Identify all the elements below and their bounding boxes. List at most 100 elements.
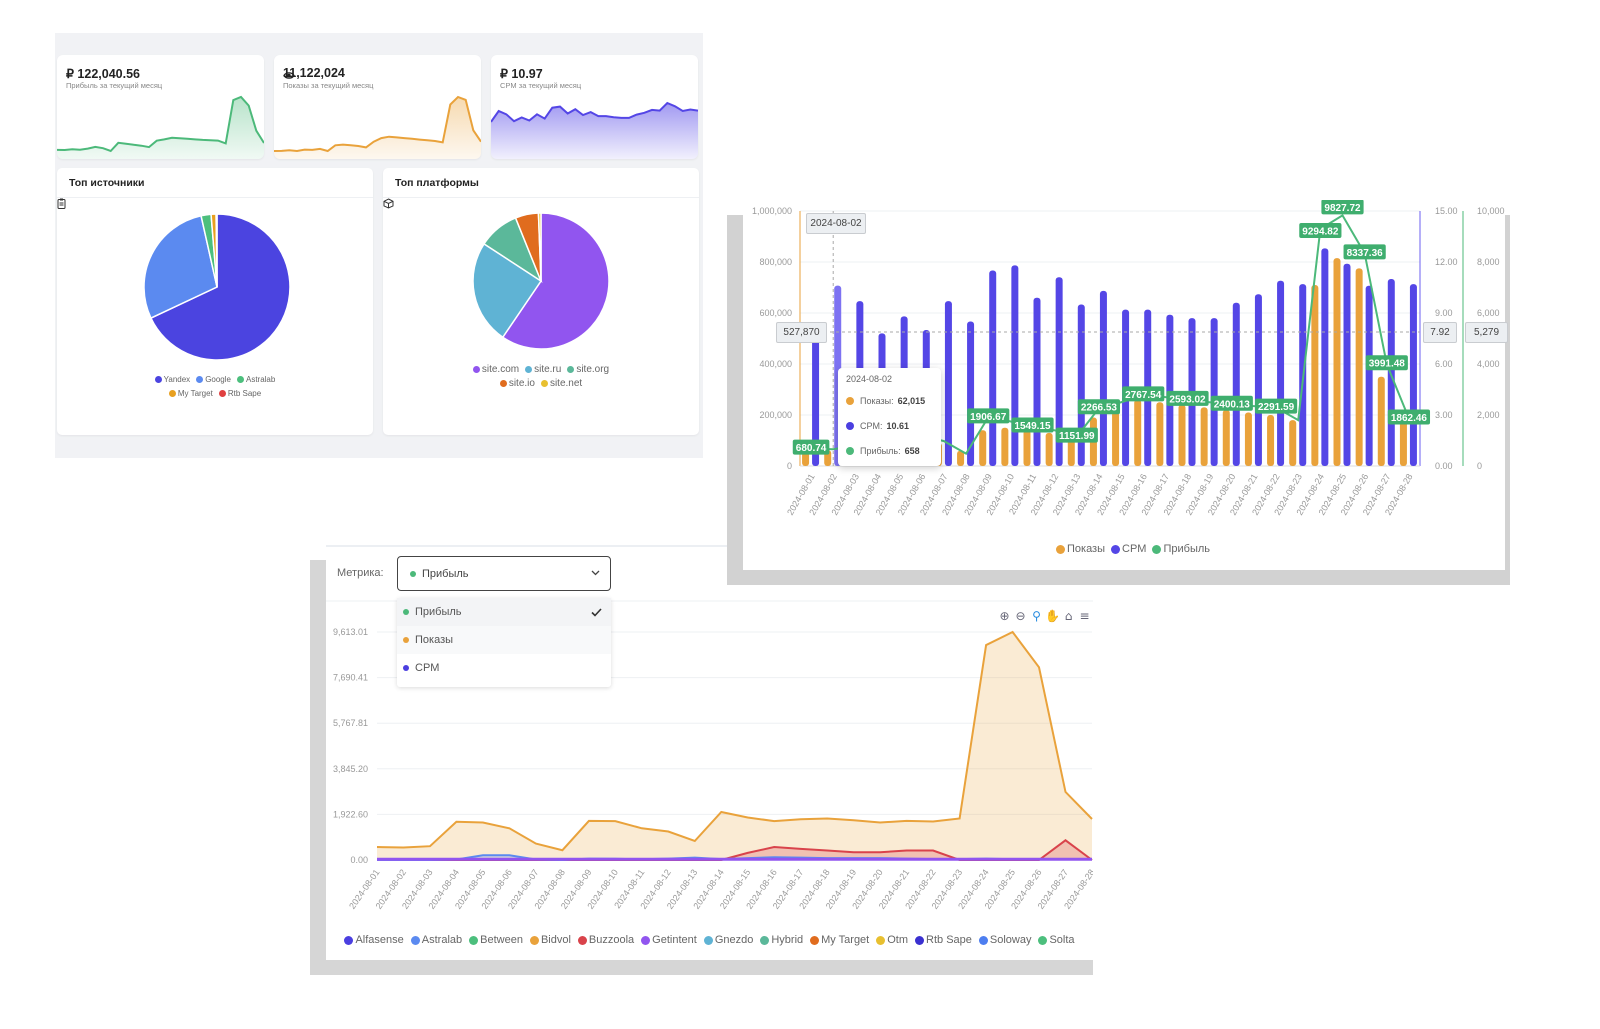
zoom-in-icon[interactable]: ⊕: [999, 609, 1010, 623]
sparkline-cpm: [491, 101, 698, 159]
bar-impressions: [1045, 432, 1053, 466]
bar-cpm: [1232, 302, 1240, 466]
legend-label: My Target: [177, 389, 213, 398]
menu-icon[interactable]: ≡: [1079, 609, 1090, 623]
bar-impressions: [1377, 376, 1385, 466]
legend-item[interactable]: site.net: [540, 377, 582, 390]
legend-label: site.io: [508, 378, 535, 389]
bar-impressions: [1067, 437, 1075, 466]
bar-cpm: [989, 270, 997, 466]
kpi-label: Показы за текущий месяц: [283, 81, 374, 90]
legend-item[interactable]: Between: [469, 934, 523, 946]
metric-option-profit[interactable]: Прибыль: [397, 598, 611, 626]
bar-cpm: [1033, 297, 1041, 466]
data-label: 9294.82: [1302, 226, 1339, 237]
data-label: 1862.46: [1391, 413, 1428, 424]
legend-item[interactable]: Gnezdo: [703, 934, 753, 946]
legend-item[interactable]: Rtb Sape: [218, 387, 261, 400]
zoom-out-icon[interactable]: ⊖: [1015, 609, 1026, 623]
eye-icon: [283, 72, 295, 79]
bar-impressions: [1023, 430, 1031, 466]
bar-cpm: [1321, 248, 1329, 466]
legend-item[interactable]: My Target: [810, 934, 869, 946]
legend-item[interactable]: Показы: [1055, 543, 1105, 555]
legend-dot-icon: [577, 935, 587, 945]
data-label-bg: [1122, 386, 1165, 402]
y-tick-profit: 2,000: [1477, 410, 1500, 420]
legend-item[interactable]: My Target: [168, 387, 213, 400]
legend-dot-icon: [978, 935, 988, 945]
legend-label: Otm: [887, 934, 909, 946]
legend-dot-icon: [760, 935, 770, 945]
y-tick-label: 5,767.81: [333, 718, 368, 728]
tooltip-value: 10.61: [886, 420, 910, 431]
legend-item[interactable]: Rtb Sape: [915, 934, 972, 946]
sparkline-profit: [57, 95, 264, 159]
legend-dot-icon: [1152, 544, 1162, 554]
tooltip-row: Показы: 62,015: [846, 388, 933, 413]
metric-select[interactable]: Прибыль: [397, 556, 611, 591]
y-tick-cpm: 3.00: [1435, 410, 1453, 420]
series-dot-icon: [846, 421, 854, 430]
bar-cpm: [1055, 277, 1063, 466]
legend-item[interactable]: Otm: [876, 934, 908, 946]
data-label-bg: [1055, 427, 1098, 443]
legend-item[interactable]: CPM: [1111, 543, 1146, 555]
cube-icon: [383, 198, 394, 209]
pie-slice: [143, 214, 218, 320]
tooltip-label: Прибыль:: [860, 445, 901, 456]
legend-item[interactable]: Hybrid: [760, 934, 803, 946]
legend-item[interactable]: site.ru: [525, 363, 561, 376]
metric-option-cpm[interactable]: CPM: [397, 654, 611, 682]
legend-dot-icon: [1055, 544, 1065, 554]
legend-item[interactable]: Solta: [1038, 934, 1075, 946]
area-chart-legend: Alfasense Astralab Between Bidvol Buzzoola Ge…: [326, 934, 1093, 946]
option-label: Показы: [415, 634, 454, 646]
pie-legend: Yandex Google Astralab My Target Rtb Sape: [57, 373, 373, 401]
legend-item[interactable]: Astralab: [410, 934, 462, 946]
status-dot-icon: [403, 609, 409, 615]
card-title: Топ источники: [69, 176, 145, 189]
legend-item[interactable]: Bidvol: [529, 934, 571, 946]
tooltip-label: CPM:: [860, 420, 883, 431]
data-label: 1549.15: [1014, 421, 1051, 432]
selection-zoom-icon[interactable]: ⚲: [1032, 609, 1041, 623]
data-label: 2593.02: [1169, 394, 1206, 405]
status-dot-icon: [410, 570, 416, 577]
legend-item[interactable]: site.io: [499, 377, 535, 390]
data-label-bg: [1011, 417, 1054, 433]
chart-toolbar: ⊕ ⊖ ⚲ ✋ ⌂ ≡: [997, 609, 1092, 623]
series-dot-icon: [846, 396, 854, 405]
legend-dot-icon: [196, 376, 204, 383]
legend-item[interactable]: Soloway: [978, 934, 1031, 946]
legend-item[interactable]: Google: [196, 373, 231, 386]
y-tick-left: 1,000,000: [752, 206, 792, 216]
legend-item[interactable]: Astralab: [236, 373, 276, 386]
legend-label: Between: [480, 934, 523, 946]
y-tick-cpm: 0.00: [1435, 461, 1453, 471]
area-fill-bidvol: [377, 632, 1092, 860]
sparkline-line: [57, 95, 264, 153]
y-tick-label: 7,690.41: [333, 673, 368, 683]
kpi-value: 11,122,024: [283, 66, 345, 80]
y-tick-cpm: 15.00: [1435, 206, 1458, 216]
y-tick-cpm: 6.00: [1435, 359, 1453, 369]
data-label: 2767.54: [1125, 390, 1162, 401]
legend-item[interactable]: Alfasense: [344, 934, 404, 946]
home-reset-icon[interactable]: ⌂: [1064, 609, 1073, 623]
legend-item[interactable]: Прибыль: [1152, 543, 1210, 555]
sparkline-line: [491, 101, 698, 123]
legend-item[interactable]: Yandex: [154, 373, 190, 386]
data-label: 8337.36: [1347, 248, 1384, 259]
data-label-bg: [1365, 355, 1408, 371]
legend-label: Astralab: [245, 375, 276, 384]
metric-option-impressions[interactable]: Показы: [397, 626, 611, 654]
pan-hand-icon[interactable]: ✋: [1045, 609, 1060, 623]
legend-dot-icon: [218, 390, 226, 397]
y-tick-label: 0.00: [350, 855, 368, 865]
legend-item[interactable]: Buzzoola: [577, 934, 634, 946]
legend-item[interactable]: site.org: [567, 363, 609, 376]
legend-item[interactable]: site.com: [472, 363, 519, 376]
pie-slice: [472, 242, 543, 339]
legend-item[interactable]: Getintent: [641, 934, 697, 946]
